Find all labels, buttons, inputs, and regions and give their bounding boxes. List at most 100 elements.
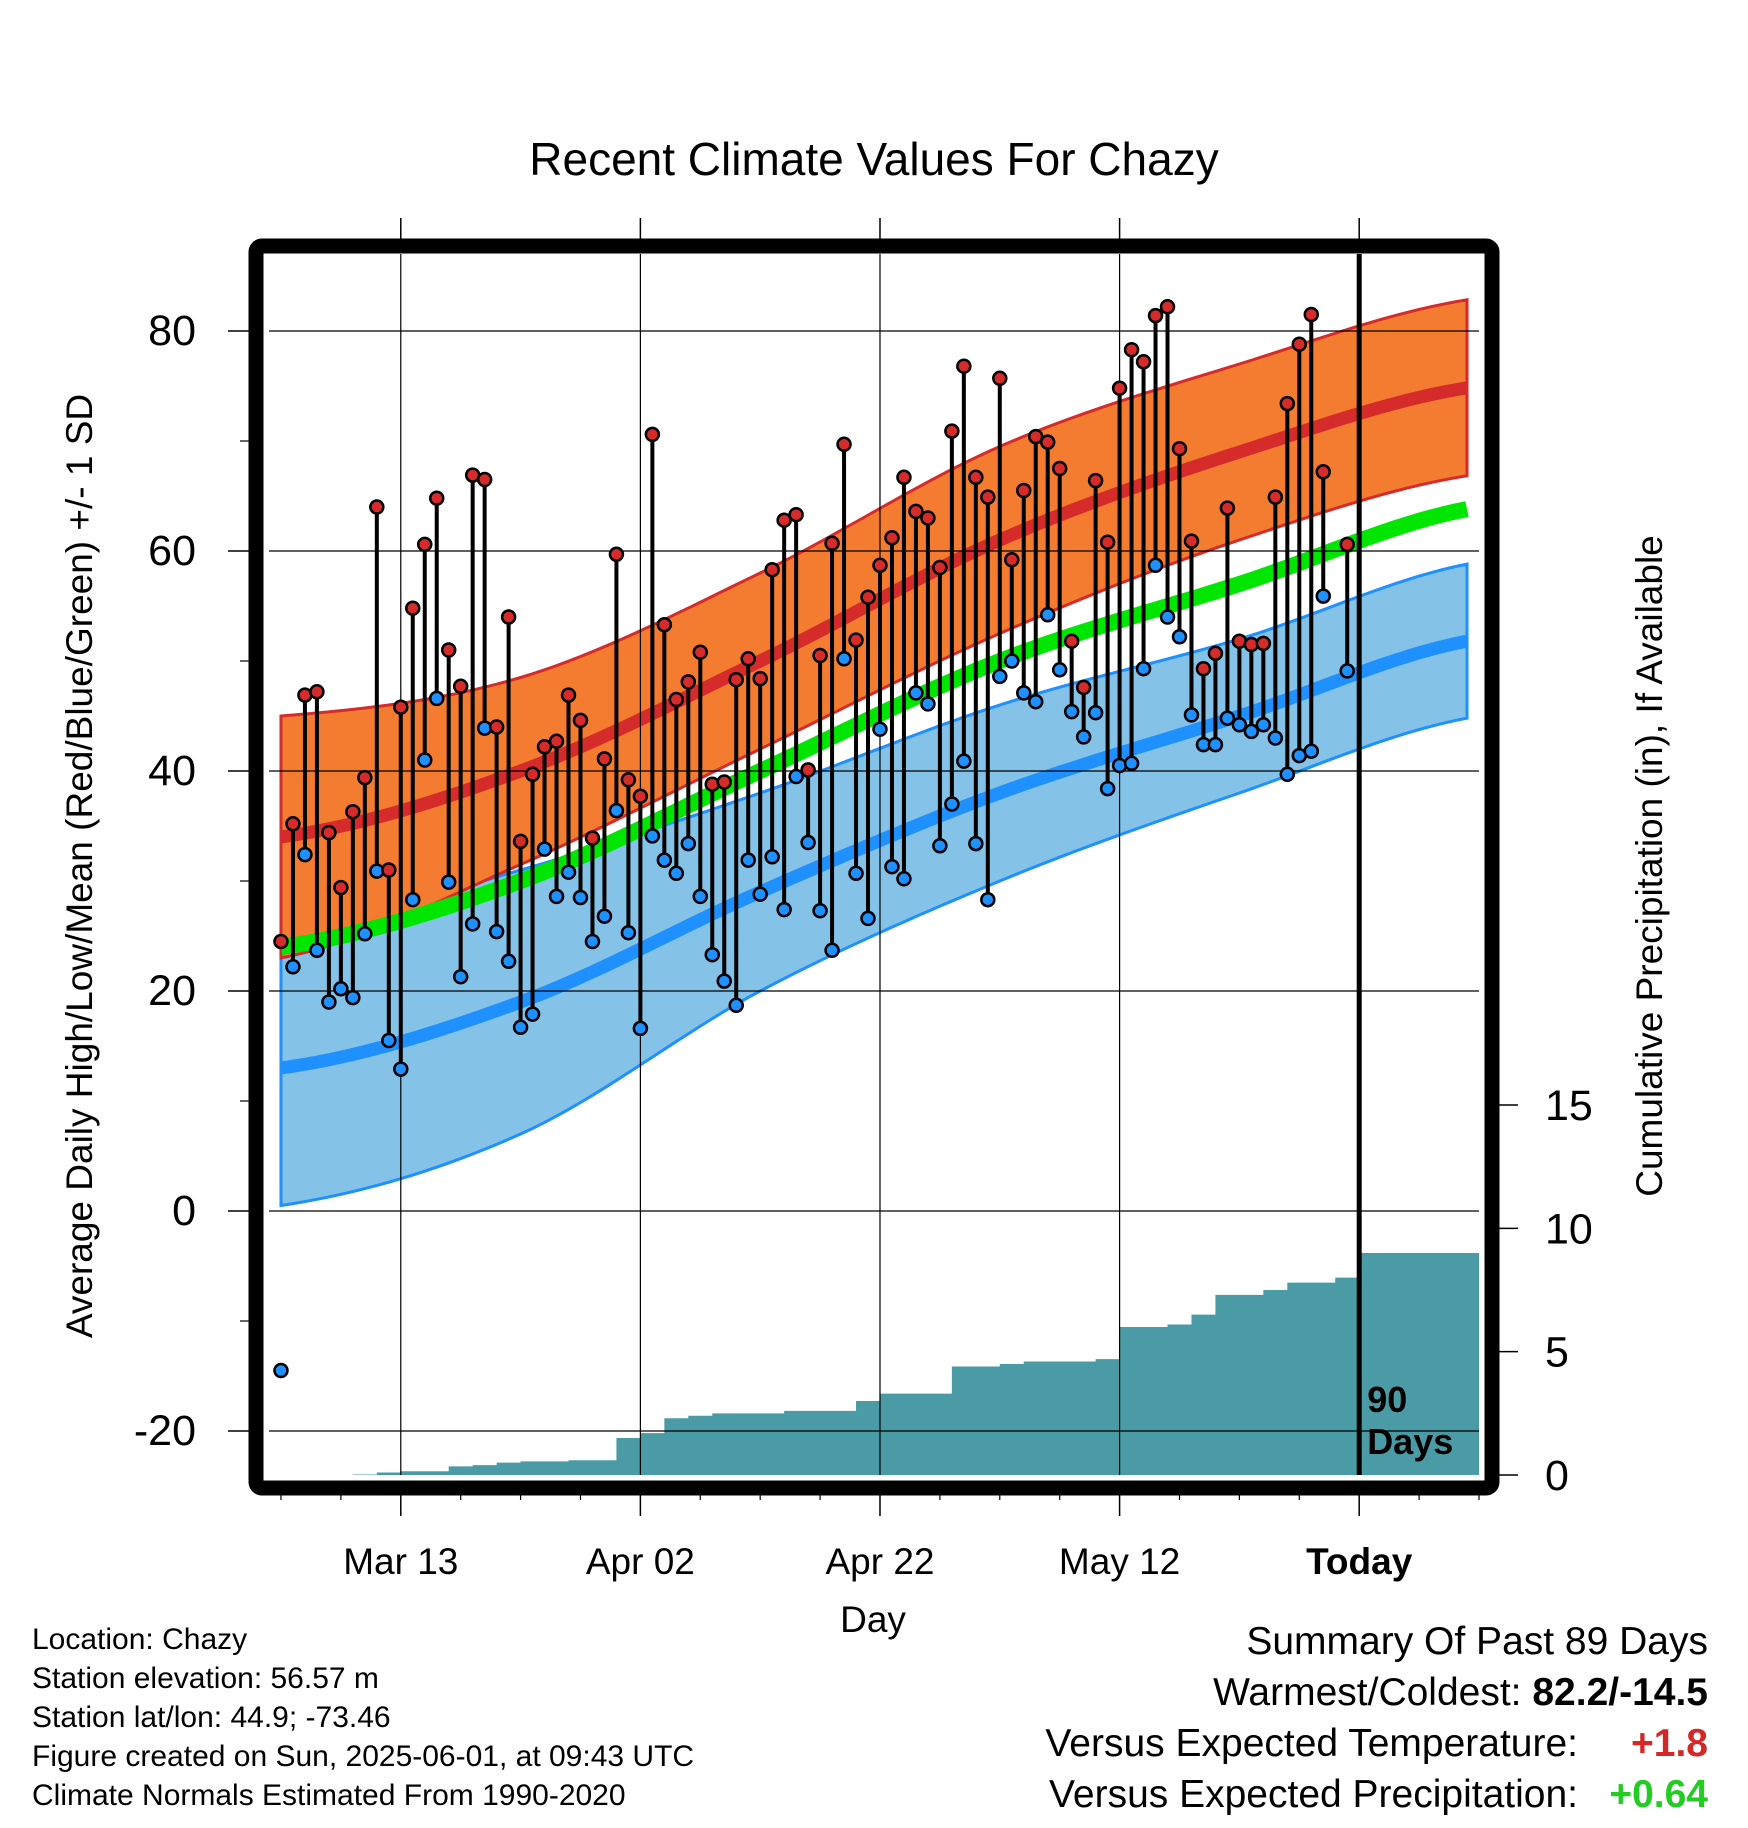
low-point xyxy=(488,923,505,940)
y-tick-label: 40 xyxy=(148,747,196,795)
low-point xyxy=(848,865,864,882)
high-point xyxy=(1111,380,1128,396)
high-point xyxy=(1255,635,1272,652)
high-point xyxy=(476,471,493,488)
high-point xyxy=(1147,307,1164,324)
high-point xyxy=(608,546,625,563)
low-point xyxy=(1075,729,1092,745)
high-point xyxy=(273,933,289,950)
low-point xyxy=(584,933,601,950)
high-point xyxy=(1123,341,1140,358)
high-point xyxy=(1016,482,1032,499)
low-point xyxy=(333,981,349,997)
low-point xyxy=(620,924,637,941)
high-point xyxy=(548,733,565,750)
y-tick-label: -20 xyxy=(134,1407,196,1455)
low-point xyxy=(1243,723,1260,740)
y2-tick-label: 15 xyxy=(1545,1082,1593,1130)
low-point xyxy=(428,690,445,707)
high-point xyxy=(680,674,697,690)
low-point xyxy=(285,959,301,975)
high-point xyxy=(776,512,792,528)
high-point xyxy=(944,423,960,439)
low-point xyxy=(1063,703,1080,720)
high-point xyxy=(716,774,732,790)
low-point xyxy=(381,1032,397,1049)
high-point xyxy=(1195,660,1212,677)
high-point xyxy=(1339,536,1355,553)
high-point xyxy=(872,557,888,574)
low-point xyxy=(1087,704,1104,721)
low-point xyxy=(548,888,565,905)
today-marker-label: 90 xyxy=(1367,1379,1407,1420)
y-axis-label: Average Daily High/Low/Mean (Red/Blue/Gr… xyxy=(59,394,100,1338)
low-point xyxy=(297,846,313,863)
latlon-text: Station lat/lon: 44.9; -73.46 xyxy=(32,1701,391,1734)
low-point xyxy=(776,901,792,918)
low-point xyxy=(321,994,337,1010)
high-point xyxy=(1063,633,1080,649)
high-point xyxy=(728,671,744,688)
x-axis-label: Day xyxy=(840,1599,906,1640)
low-point xyxy=(824,942,840,959)
high-point xyxy=(1135,354,1152,370)
high-point xyxy=(584,830,601,846)
low-point xyxy=(668,865,685,882)
high-point xyxy=(1279,395,1296,412)
high-point xyxy=(1207,645,1224,662)
temp-anomaly-row: Versus Expected Temperature: +1.8 xyxy=(1045,1718,1708,1769)
low-point xyxy=(1279,766,1296,783)
high-normal-line xyxy=(280,381,1469,844)
high-point xyxy=(764,561,780,578)
high-point xyxy=(740,651,756,667)
high-point xyxy=(1027,428,1044,445)
today-marker-label: Days xyxy=(1367,1421,1453,1462)
precip-area xyxy=(352,1253,1479,1475)
high-point xyxy=(836,436,852,453)
low-point xyxy=(1171,629,1188,645)
high-point xyxy=(560,687,577,703)
location-text: Location: Chazy xyxy=(32,1623,248,1656)
low-point xyxy=(393,1061,409,1077)
high-point xyxy=(596,751,613,767)
high-point xyxy=(333,879,349,896)
low-point xyxy=(536,841,553,857)
low-point xyxy=(1219,710,1236,726)
high-point xyxy=(956,358,972,374)
high-point xyxy=(536,739,553,755)
x-tick-label: Apr 02 xyxy=(586,1541,695,1582)
high-point xyxy=(1219,500,1236,516)
high-point xyxy=(452,678,469,695)
high-point xyxy=(632,788,649,805)
low-point xyxy=(1123,755,1140,772)
high-point xyxy=(908,503,924,520)
high-point xyxy=(656,616,673,633)
low-point xyxy=(1027,693,1044,710)
temp-anomaly-value: +1.8 xyxy=(1631,1722,1708,1765)
chart-title: Recent Climate Values For Chazy xyxy=(529,133,1218,185)
low-point xyxy=(968,835,984,852)
high-point xyxy=(1039,434,1056,450)
y2-tick-label: 0 xyxy=(1545,1452,1569,1500)
high-point xyxy=(812,647,828,664)
temp-anomaly-label: Versus Expected Temperature: xyxy=(1045,1722,1578,1765)
x-tick-label: Today xyxy=(1306,1541,1413,1582)
warm-cold-label: Warmest/Coldest: xyxy=(1213,1671,1533,1714)
high-point xyxy=(309,684,325,700)
warm-cold-value: 82.2/-14.5 xyxy=(1532,1671,1708,1714)
low-point xyxy=(524,1006,541,1022)
low-point xyxy=(764,849,780,865)
low-point xyxy=(1207,736,1224,753)
high-point xyxy=(668,691,685,708)
low-point xyxy=(1039,607,1056,623)
high-point xyxy=(1051,460,1068,477)
high-point xyxy=(1183,533,1200,549)
high-point xyxy=(381,862,397,878)
high-point xyxy=(512,833,529,850)
high-point xyxy=(896,469,912,486)
low-point xyxy=(1315,588,1332,604)
low-point xyxy=(1051,662,1068,678)
high-point xyxy=(416,536,433,553)
high-point xyxy=(692,644,709,660)
y2-axis-label: Cumulative Precipitation (in), If Availa… xyxy=(1629,535,1670,1197)
